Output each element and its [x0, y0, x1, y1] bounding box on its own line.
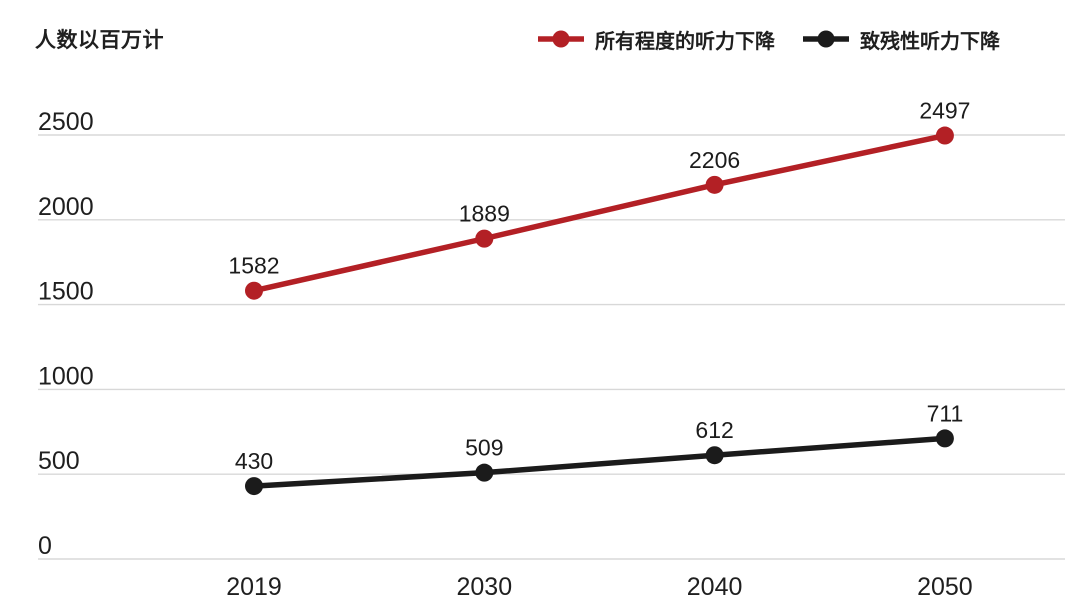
legend: 所有程度的听力下降 致残性听力下降 [536, 25, 1000, 54]
legend-item-all-degrees: 所有程度的听力下降 [536, 25, 775, 54]
data-point-label: 2497 [919, 98, 970, 124]
series-line-1 [251, 435, 948, 489]
data-point-label: 612 [695, 417, 733, 443]
y-tick-label: 1500 [38, 278, 94, 306]
y-axis-unit-label: 人数以百万计 [35, 29, 164, 52]
y-tick-label: 1000 [38, 362, 94, 390]
data-point-marker [935, 429, 954, 448]
x-tick-label: 2050 [917, 573, 973, 601]
y-tick-label: 0 [38, 532, 52, 560]
x-tick-label: 2019 [226, 573, 282, 601]
data-point-label: 430 [235, 448, 273, 474]
data-point-label: 2206 [689, 147, 740, 173]
data-point-marker [705, 446, 724, 465]
data-point-label: 1582 [228, 253, 279, 279]
legend-label-disabling: 致残性听力下降 [860, 30, 1000, 53]
y-tick-label: 2500 [38, 108, 94, 136]
data-point-marker [245, 281, 263, 300]
data-point-label: 711 [927, 400, 964, 426]
series-line-0 [251, 132, 948, 294]
data-point-marker [245, 477, 263, 496]
legend-item-disabling: 致残性听力下降 [801, 25, 1000, 54]
chart-header: 人数以百万计 所有程度的听力下降 致残性听力下降 [35, 24, 1000, 54]
data-point-marker [705, 175, 724, 194]
x-tick-label: 2040 [687, 573, 743, 601]
legend-line-marker-red-icon [538, 30, 584, 48]
data-point-marker [475, 229, 494, 248]
y-tick-label: 500 [38, 447, 80, 475]
data-point-label: 509 [465, 435, 503, 461]
data-point-marker [935, 126, 954, 145]
legend-line-marker-black-icon [803, 30, 849, 48]
legend-label-all-degrees: 所有程度的听力下降 [595, 30, 775, 53]
data-point-label: 1889 [459, 201, 510, 227]
x-tick-label: 2030 [456, 573, 512, 601]
data-point-marker [475, 463, 494, 482]
y-tick-label: 2000 [38, 193, 94, 221]
